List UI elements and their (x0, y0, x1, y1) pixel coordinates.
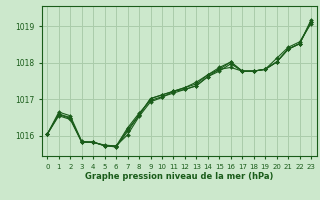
X-axis label: Graphe pression niveau de la mer (hPa): Graphe pression niveau de la mer (hPa) (85, 172, 273, 181)
